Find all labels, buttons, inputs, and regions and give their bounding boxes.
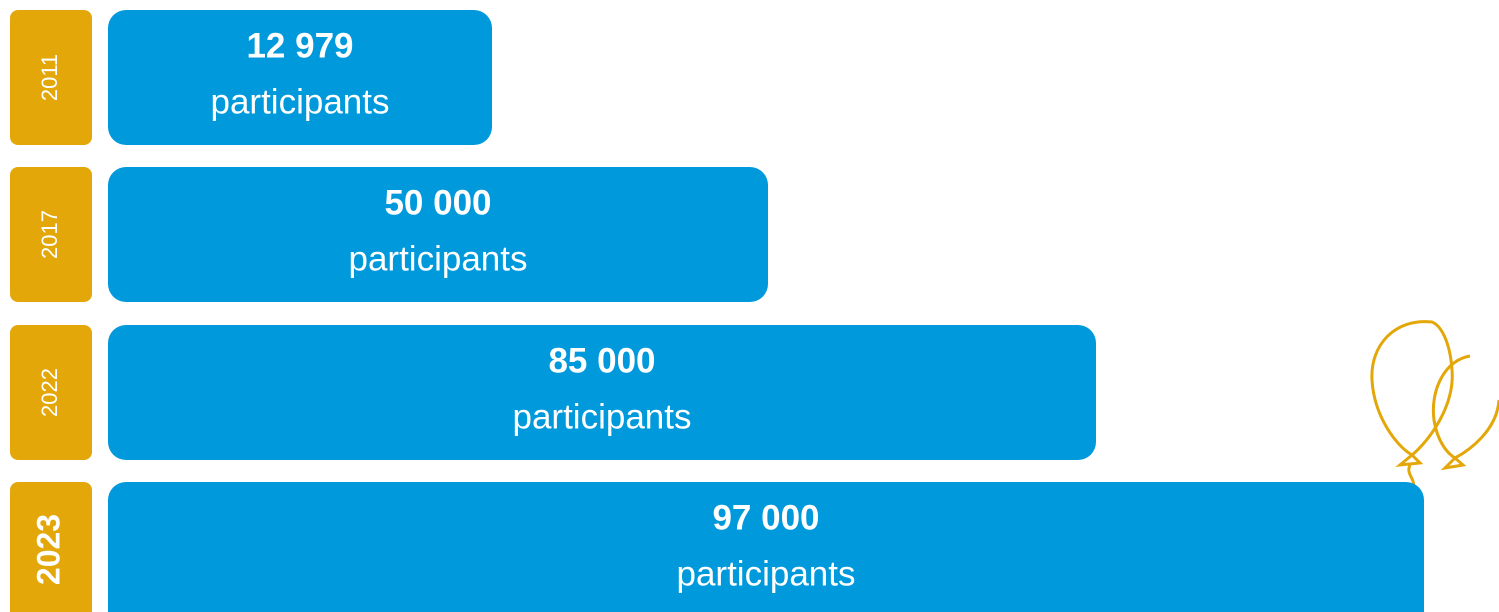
balloons bbox=[1372, 322, 1499, 490]
year-label: 2011 bbox=[37, 54, 62, 101]
infographic: 2011 12 979 participants 2017 50 000 particip… bbox=[0, 0, 1499, 612]
unit-label: participants bbox=[513, 397, 692, 436]
unit-label: participants bbox=[677, 554, 856, 593]
year-label: 2017 bbox=[37, 210, 62, 259]
unit-label: participants bbox=[211, 82, 390, 121]
unit-label: participants bbox=[349, 239, 528, 278]
value-label: 97 000 bbox=[712, 498, 819, 537]
value-label: 85 000 bbox=[548, 341, 655, 380]
year-label: 2022 bbox=[37, 368, 62, 417]
value-label: 12 979 bbox=[246, 26, 353, 65]
year-label: 2023 bbox=[30, 514, 66, 585]
value-label: 50 000 bbox=[384, 183, 491, 222]
